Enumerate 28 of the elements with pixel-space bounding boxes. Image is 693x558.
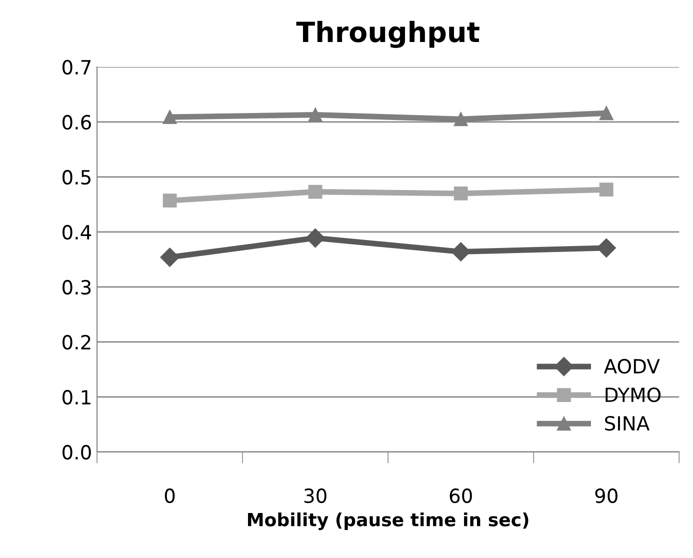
point (308, 108, 322, 122)
x-tick-label: 90 (595, 488, 618, 504)
point (306, 228, 325, 248)
x-axis-title: Mobility (pause time in sec) (248, 512, 528, 530)
legend-label: AODV (604, 358, 660, 374)
y-tick-label: 0.3 (62, 280, 91, 295)
x-tick-label: 60 (450, 488, 472, 504)
point (599, 182, 614, 197)
point (162, 194, 177, 208)
point (451, 242, 470, 262)
point (160, 248, 180, 267)
point (454, 186, 468, 200)
y-tick-label: 0.0 (62, 444, 91, 460)
x-tick-label: 0 (164, 488, 175, 504)
y-tick-label: 0.4 (62, 224, 92, 240)
x-tick-label: 30 (304, 488, 326, 504)
y-tick-label: 0.5 (62, 170, 90, 185)
legend-label: SINA (605, 416, 650, 431)
point (599, 106, 614, 120)
legend-label: DYMO (606, 387, 661, 402)
y-tick-label: 0.2 (62, 334, 90, 350)
point (454, 112, 468, 126)
chart-title: Throughput (296, 20, 480, 48)
point (162, 110, 177, 124)
point (308, 184, 322, 199)
y-tick-label: 0.7 (62, 60, 90, 75)
y-tick-label: 0.6 (62, 114, 91, 130)
y-tick-label: 0.1 (62, 390, 90, 405)
